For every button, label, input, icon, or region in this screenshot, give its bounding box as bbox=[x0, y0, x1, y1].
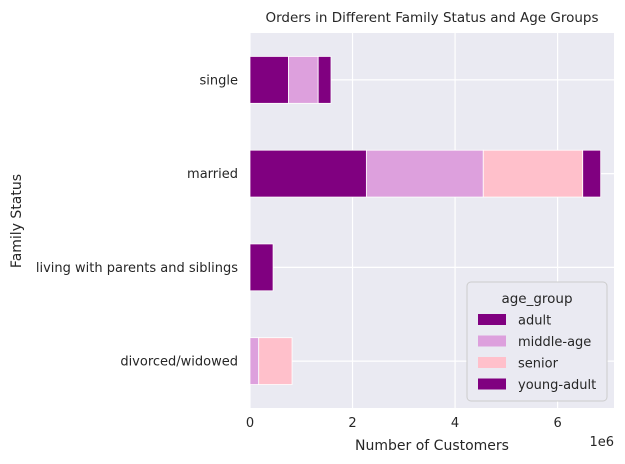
bar-adult bbox=[249, 149, 367, 198]
legend-items: adult middle-age senior young-adult bbox=[478, 314, 596, 393]
legend-label: young-adult bbox=[518, 378, 596, 393]
bar-middle-age bbox=[249, 337, 260, 385]
y-tick-label: single bbox=[200, 73, 239, 88]
bar-young-adult bbox=[582, 149, 602, 198]
x-tick-labels: 0 2 4 6 bbox=[246, 416, 562, 431]
legend-box bbox=[466, 281, 608, 402]
x-multiplier-label: 1e6 bbox=[589, 435, 614, 450]
legend-swatch-senior bbox=[478, 357, 506, 368]
bar-middle-age bbox=[288, 56, 319, 104]
chart-title: Orders in Different Family Status and Ag… bbox=[265, 10, 598, 26]
bar-senior bbox=[258, 337, 293, 385]
bar-young-adult bbox=[317, 56, 332, 104]
legend: age_group adult middle-age senior young-adu… bbox=[466, 281, 608, 402]
bar-middle-age bbox=[365, 149, 484, 198]
legend-swatch-adult bbox=[478, 314, 506, 325]
bar-senior bbox=[482, 149, 584, 198]
legend-swatch-middle-age bbox=[478, 335, 506, 347]
legend-title: age_group bbox=[501, 291, 572, 307]
y-axis-label: Family Status bbox=[9, 174, 25, 268]
x-tick-label: 6 bbox=[553, 416, 561, 431]
legend-label: senior bbox=[518, 357, 559, 372]
x-tick-label: 0 bbox=[246, 416, 254, 431]
legend-swatch-young-adult bbox=[478, 378, 506, 390]
x-axis-label: Number of Customers bbox=[355, 438, 509, 454]
x-tick-label: 4 bbox=[451, 416, 459, 431]
bars bbox=[249, 56, 602, 385]
y-tick-labels: single married living with parents and sib… bbox=[36, 73, 238, 369]
bar-adult bbox=[249, 56, 289, 104]
bar-young-adult bbox=[249, 243, 274, 292]
legend-label: middle-age bbox=[518, 335, 591, 350]
y-tick-label: living with parents and siblings bbox=[36, 261, 238, 276]
legend-label: adult bbox=[518, 314, 551, 329]
y-tick-label: married bbox=[187, 167, 238, 182]
y-tick-label: divorced/widowed bbox=[120, 355, 238, 370]
x-tick-label: 2 bbox=[348, 416, 356, 431]
